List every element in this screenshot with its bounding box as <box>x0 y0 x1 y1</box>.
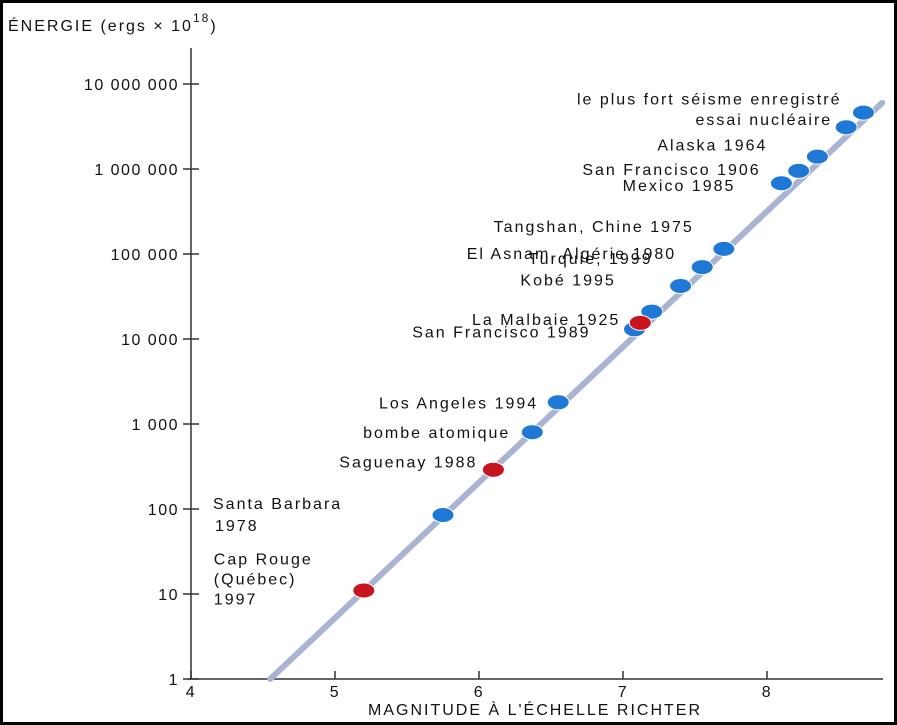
point-label-line: El Asnam, Algérie 1980 <box>467 246 676 263</box>
point-label-line: Turquie, 1999 <box>528 251 652 268</box>
data-point <box>769 175 793 192</box>
point-label: Kobé 1995 <box>520 273 615 290</box>
point-label-line: Santa Barbara <box>213 496 342 513</box>
point-label: Turquie, 1999 <box>528 251 652 268</box>
y-tick-label: 10 000 <box>121 332 179 349</box>
point-label: Santa Barbara 1978 <box>213 496 342 535</box>
point-label: Los Angeles 1994 <box>379 395 538 412</box>
y-tick-label: 1 <box>169 672 179 689</box>
y-axis-title-main: ÉNERGIE (ergs × 10 <box>8 16 193 35</box>
point-label-line: La Malbaie 1925 <box>472 312 620 329</box>
point-label-line: San Francisco 1906 <box>582 162 760 179</box>
point-label-line: Alaska 1964 <box>657 138 767 155</box>
point-label: El Asnam, Algérie 1980 <box>467 246 676 263</box>
data-point <box>628 314 652 331</box>
data-point <box>690 259 714 276</box>
x-tick-label: 8 <box>762 684 772 701</box>
x-axis-title: MAGNITUDE À L'ÉCHELLE RICHTER <box>368 700 702 719</box>
data-point <box>712 240 736 257</box>
point-label: Saguenay 1988 <box>339 455 477 472</box>
x-tick-label: 4 <box>186 684 196 701</box>
y-tick-label: 100 000 <box>111 247 179 264</box>
data-point <box>834 119 858 136</box>
data-point <box>669 278 693 295</box>
point-label-line: (Québec) <box>214 571 297 588</box>
y-ticks: 1 10 100 1 000 10 000 100 000 1 000 000 10 000 … <box>84 77 199 689</box>
point-label-line: Tangshan, Chine 1975 <box>494 219 694 236</box>
point-label: Alaska 1964 <box>657 138 767 155</box>
point-label: Mexico 1985 <box>623 178 736 195</box>
point-label-line: San Francisco 1989 <box>412 324 590 341</box>
x-tick-label: 5 <box>330 684 340 701</box>
data-points <box>352 104 875 599</box>
x-ticks: 4 5 6 7 8 <box>186 671 772 701</box>
point-label: bombe atomique <box>363 425 510 442</box>
point-label-line: Saguenay 1988 <box>339 455 477 472</box>
y-tick-label: 100 <box>148 502 179 519</box>
point-label-line: Los Angeles 1994 <box>379 395 538 412</box>
point-label-line: essai nucléaire <box>695 112 832 129</box>
point-label: La Malbaie 1925 <box>472 312 620 329</box>
point-label: le plus fort séisme enregistré <box>577 92 842 109</box>
point-label-line: Kobé 1995 <box>520 273 615 290</box>
y-tick-label: 1 000 <box>131 417 179 434</box>
point-label: San Francisco 1989 <box>412 324 590 341</box>
point-label: essai nucléaire <box>695 112 832 129</box>
y-axis-title-close: ) <box>210 18 217 35</box>
data-point <box>546 394 570 411</box>
point-label: Tangshan, Chine 1975 <box>494 219 694 236</box>
point-label-line: le plus fort séisme enregistré <box>577 92 842 109</box>
point-label-line: 1978 <box>215 518 259 535</box>
data-point <box>805 148 829 165</box>
point-label-line: 1997 <box>214 591 258 608</box>
point-label: Cap Rouge (Québec) 1997 <box>214 551 313 608</box>
y-axis-title-exponent: 18 <box>193 11 210 25</box>
data-point <box>352 582 376 599</box>
trend-line <box>267 99 886 682</box>
data-point <box>431 506 455 523</box>
data-point <box>787 162 811 179</box>
point-label: San Francisco 1906 <box>582 162 760 179</box>
data-point <box>481 461 505 478</box>
data-point <box>640 303 664 320</box>
x-tick-label: 6 <box>474 684 484 701</box>
data-point <box>520 424 544 441</box>
data-point <box>851 104 875 121</box>
y-tick-label: 10 000 000 <box>84 77 179 94</box>
point-label-line: bombe atomique <box>363 425 510 442</box>
point-label-line: Mexico 1985 <box>623 178 736 195</box>
y-tick-label: 1 000 000 <box>94 162 179 179</box>
y-tick-label: 10 <box>158 587 179 604</box>
x-tick-label: 7 <box>618 684 628 701</box>
point-labels: Santa Barbara 1978 bombe atomique Los Angel… <box>213 92 842 609</box>
point-label-line: Cap Rouge <box>214 551 313 568</box>
y-axis-title: ÉNERGIE (ergs × 1018) <box>8 11 218 35</box>
